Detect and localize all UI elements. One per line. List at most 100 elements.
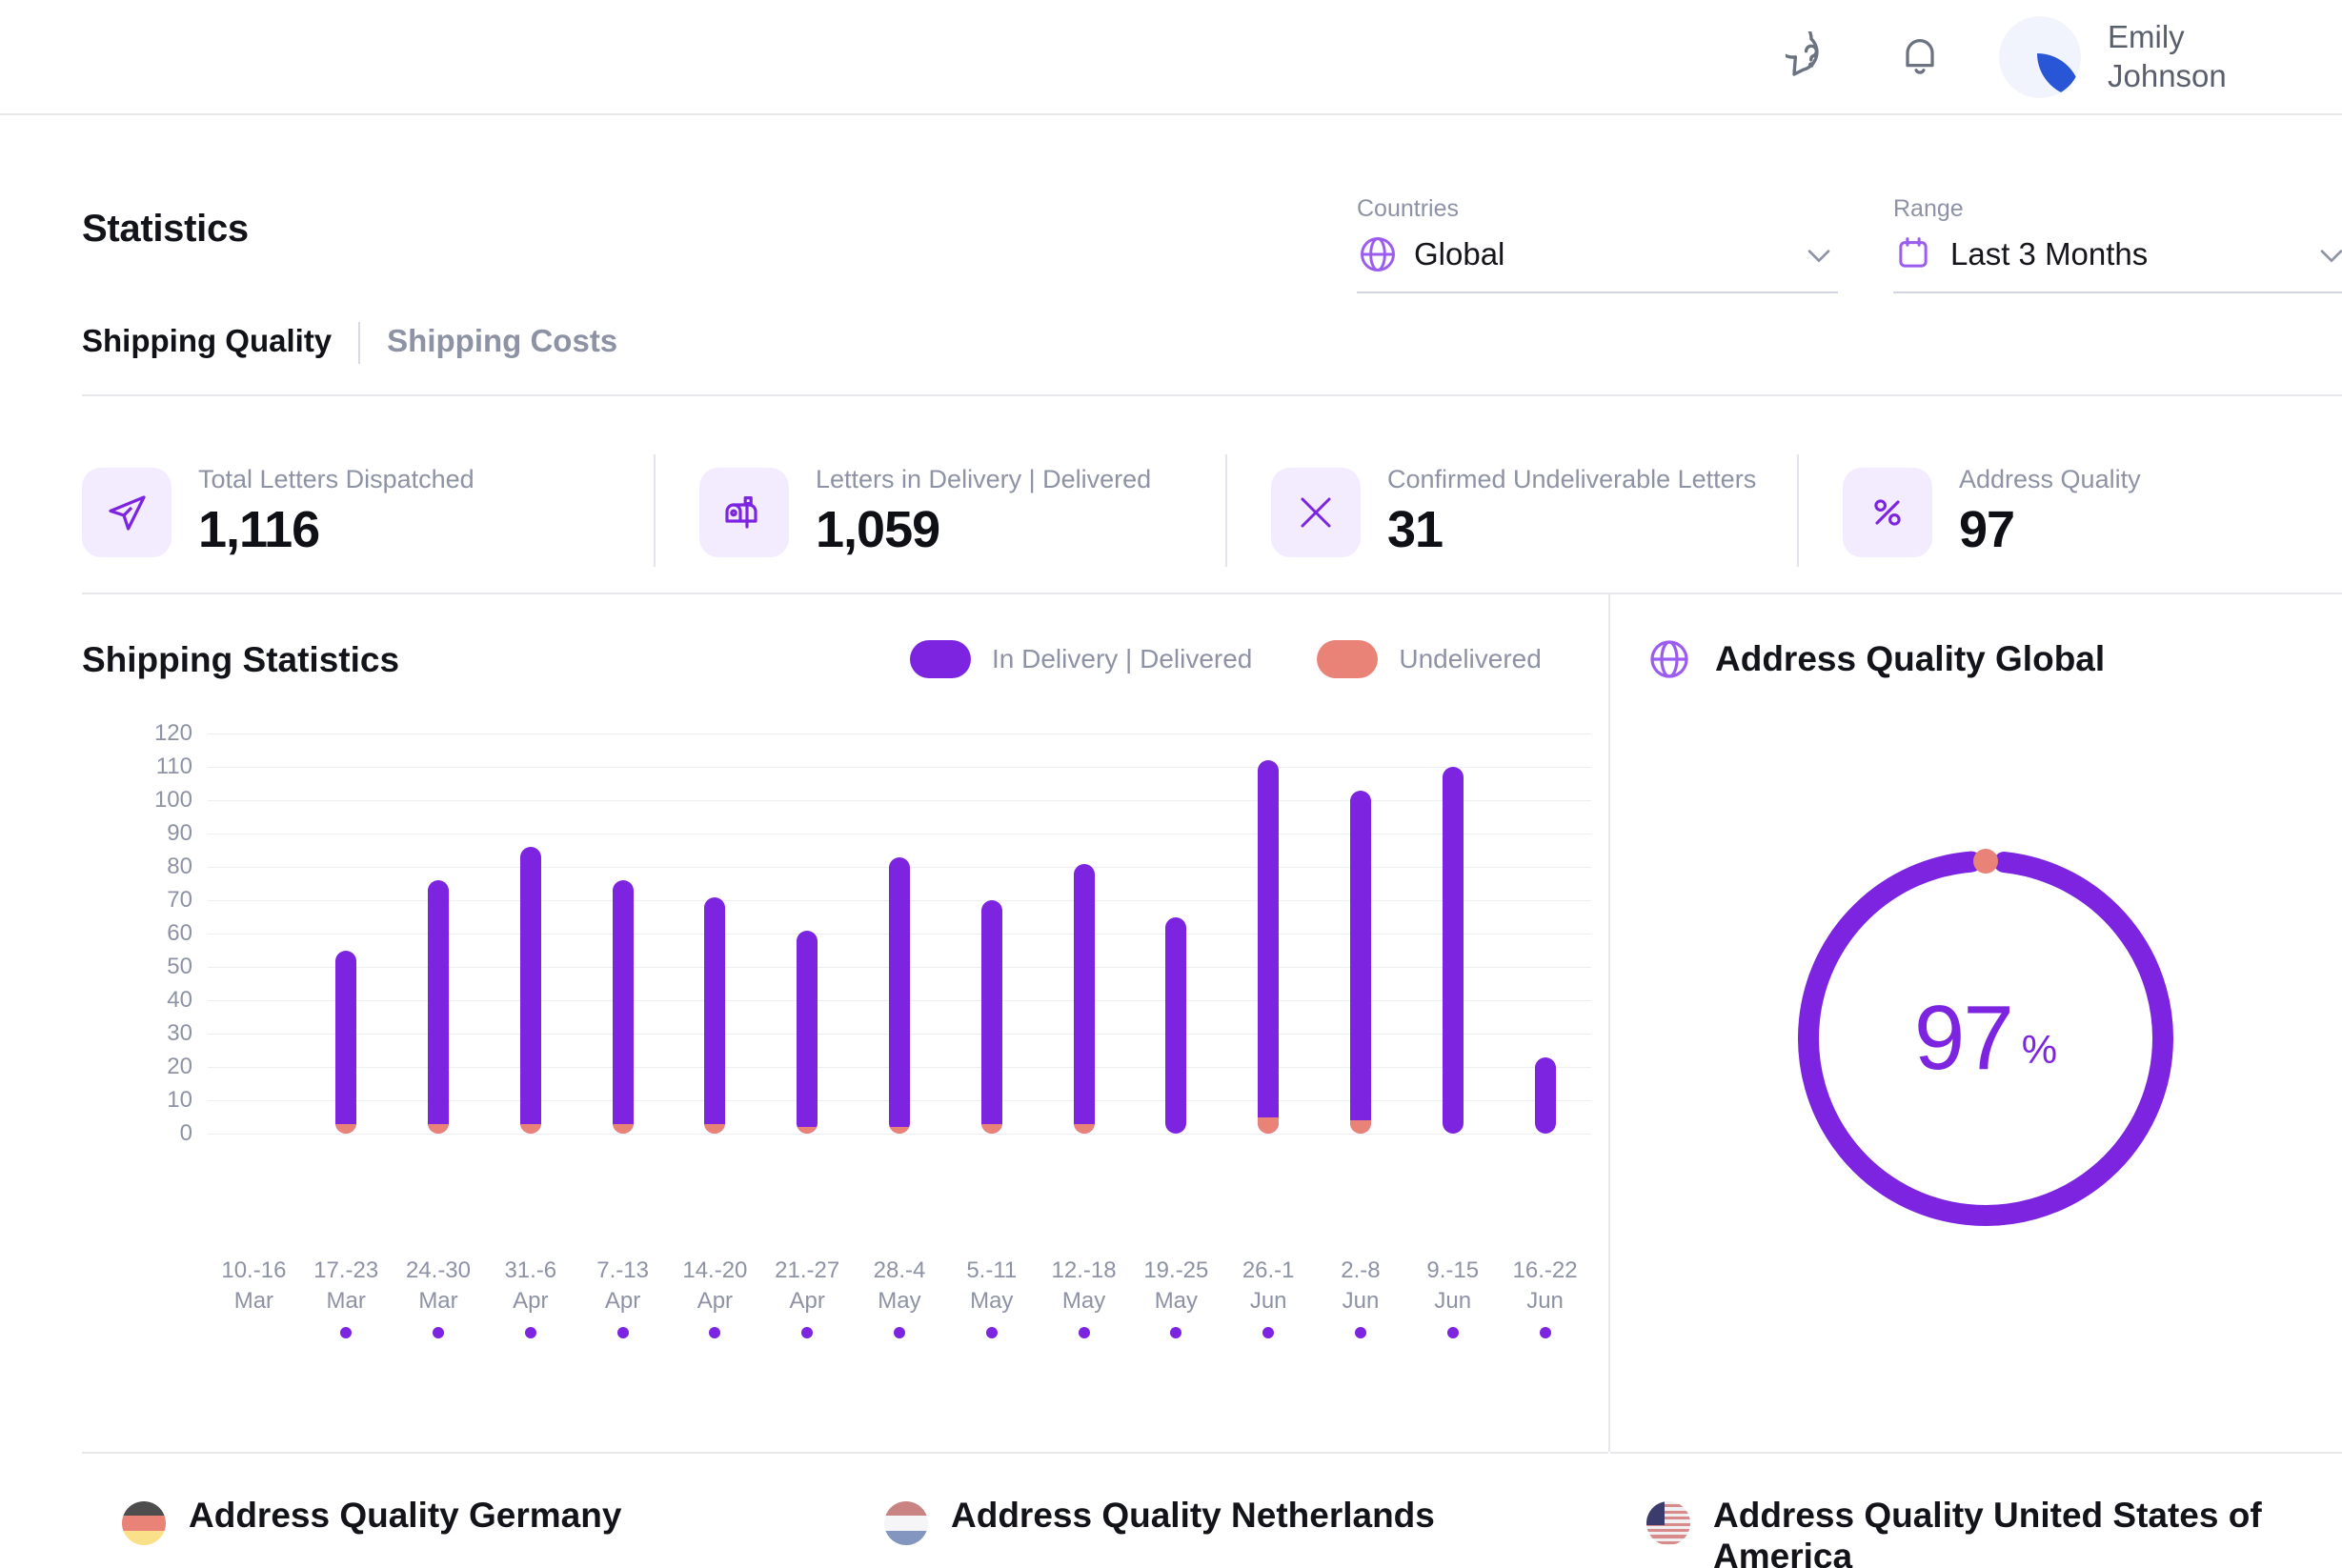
chart-gridline [208, 767, 1591, 768]
countries-filter[interactable]: Countries Global [1357, 195, 1838, 293]
country-card-usa[interactable]: Address Quality United States of America [1646, 1496, 2313, 1568]
chart-x-tick[interactable]: 7.-13 Apr [576, 1256, 669, 1339]
chart-x-tick[interactable]: 17.-23 Mar [300, 1256, 393, 1339]
chart-x-tick[interactable]: 12.-18 May [1038, 1256, 1130, 1339]
chart-bar-slot[interactable] [854, 734, 946, 1134]
chart-x-tick-line: May [970, 1287, 1014, 1314]
tab-shipping-costs[interactable]: Shipping Costs [387, 323, 618, 358]
chart-y-tick: 50 [167, 954, 192, 979]
chart-bar-slot[interactable] [669, 734, 761, 1134]
address-quality-header: Address Quality Global [1646, 636, 2105, 682]
chart-y-tick: 110 [155, 754, 192, 779]
chart-bar-undelivered-segment [1258, 1116, 1280, 1134]
chart-x-tick[interactable]: 19.-25 May [1130, 1256, 1222, 1339]
chart-bar-undelivered-segment [1073, 1123, 1095, 1134]
chart-bar[interactable] [1073, 863, 1095, 1134]
chart-bar-slot[interactable] [393, 734, 485, 1134]
country-quality-row: Address Quality Germany Address Quality … [0, 1452, 2342, 1568]
chart-x-tick-dot [1354, 1327, 1366, 1339]
chart-y-tick: 90 [167, 820, 192, 846]
kpi-total-letters-dispatched: Total Letters Dispatched 1,116 [82, 433, 654, 591]
chart-bar-slot[interactable] [945, 734, 1038, 1134]
chart-bar[interactable] [1349, 790, 1371, 1134]
send-paper-plane-icon [82, 467, 172, 557]
kpi-address-quality: Address Quality 97 [1797, 433, 2342, 591]
chart-bar[interactable] [1258, 760, 1280, 1134]
chart-bar-slot[interactable] [300, 734, 393, 1134]
legend-item-in-delivery[interactable]: In Delivery | Delivered [910, 640, 1252, 678]
chart-bar[interactable] [980, 900, 1002, 1134]
chart-bar-slot[interactable] [1222, 734, 1315, 1134]
legend-item-undelivered[interactable]: Undelivered [1317, 640, 1542, 678]
chart-x-tick-dot [616, 1327, 629, 1339]
chart-bar-slot[interactable] [208, 734, 300, 1134]
chart-bar-slot[interactable] [1406, 734, 1499, 1134]
chart-x-tick-line: Mar [418, 1287, 458, 1314]
chart-bar[interactable] [612, 880, 634, 1134]
gauge-value: 97 [1913, 987, 2014, 1089]
chart-bar-slot[interactable] [1038, 734, 1130, 1134]
kpi-label: Confirmed Undeliverable Letters [1387, 465, 1757, 493]
chart-bar-slot[interactable] [761, 734, 854, 1134]
country-card-netherlands[interactable]: Address Quality Netherlands [884, 1496, 1608, 1545]
chart-x-tick[interactable]: 24.-30 Mar [393, 1256, 485, 1339]
close-x-icon [1271, 467, 1361, 557]
chart-x-tick[interactable]: 31.-6 Apr [484, 1256, 576, 1339]
chart-bar-slot[interactable] [1130, 734, 1222, 1134]
chart-bar-slot[interactable] [484, 734, 576, 1134]
kpi-row-divider [82, 593, 2342, 594]
notification-bell-icon[interactable] [1890, 28, 1949, 87]
chart-x-tick-line: Mar [233, 1287, 274, 1314]
chart-bar[interactable] [1534, 1056, 1556, 1134]
chart-x-tick[interactable]: 26.-1 Jun [1222, 1256, 1315, 1339]
chart-x-tick[interactable]: 9.-15 Jun [1406, 1256, 1499, 1339]
avatar[interactable] [1999, 15, 2081, 98]
chart-bar[interactable] [335, 950, 357, 1134]
tab-shipping-quality[interactable]: Shipping Quality [82, 323, 333, 358]
chart-bar[interactable] [427, 880, 449, 1134]
flag-netherlands-icon [884, 1501, 928, 1545]
country-name: Address Quality United States of America [1713, 1496, 2262, 1568]
chart-x-tick-line: 19.-25 [1143, 1257, 1209, 1283]
chart-x-tick-dot [524, 1327, 536, 1339]
chart-x-tick[interactable]: 14.-20 Apr [669, 1256, 761, 1339]
chart-bar[interactable] [797, 930, 818, 1134]
chart-x-tick-line: 28.-4 [873, 1257, 926, 1283]
chart-bar-slot[interactable] [1315, 734, 1407, 1134]
kpi-label: Address Quality [1959, 465, 2141, 493]
gauge-ring [1798, 849, 2173, 1226]
chart-x-tick-line: May [1061, 1287, 1106, 1314]
help-icon[interactable] [1782, 28, 1841, 87]
chart-x-tick-line: 9.-15 [1426, 1257, 1480, 1283]
chart-bar[interactable] [704, 896, 726, 1134]
chart-y-tick: 30 [167, 1020, 192, 1046]
chevron-down-icon[interactable] [2312, 235, 2342, 273]
mailbox-icon [699, 467, 789, 557]
chart-bar[interactable] [888, 856, 910, 1134]
filter-bar: Countries Global Range [1357, 195, 2342, 293]
country-card-germany[interactable]: Address Quality Germany [122, 1496, 846, 1545]
chevron-down-icon[interactable] [1800, 235, 1838, 273]
chart-x-tick-line: Jun [1342, 1287, 1380, 1314]
chart-bar[interactable] [519, 847, 541, 1134]
chart-x-tick[interactable]: 21.-27 Apr [761, 1256, 854, 1339]
kpi-value: 1,116 [198, 501, 320, 558]
chart-bar[interactable] [1165, 916, 1187, 1134]
chart-legend: In Delivery | Delivered Undelivered [910, 640, 1606, 678]
chart-x-tick[interactable]: 28.-4 May [854, 1256, 946, 1339]
chart-x-tick-dot [1446, 1327, 1459, 1339]
top-bar: Emily Johnson [0, 0, 2342, 115]
chart-x-tick[interactable]: 16.-22 Jun [1499, 1256, 1591, 1339]
chart-bar-slot[interactable] [1499, 734, 1591, 1134]
chart-x-tick-dot [1078, 1327, 1090, 1339]
range-filter[interactable]: Range Last 3 Months [1893, 195, 2342, 293]
kpi-divider [654, 454, 656, 567]
chart-x-tick[interactable]: 5.-11 May [945, 1256, 1038, 1339]
legend-swatch [1317, 640, 1379, 678]
chart-bar-slot[interactable] [576, 734, 669, 1134]
flag-usa-icon [1646, 1501, 1690, 1545]
chart-x-tick[interactable]: 10.-16 Mar [208, 1256, 300, 1338]
chart-x-tick-line: 24.-30 [405, 1257, 472, 1283]
chart-bar[interactable] [1442, 767, 1464, 1134]
chart-x-tick[interactable]: 2.-8 Jun [1315, 1256, 1407, 1339]
